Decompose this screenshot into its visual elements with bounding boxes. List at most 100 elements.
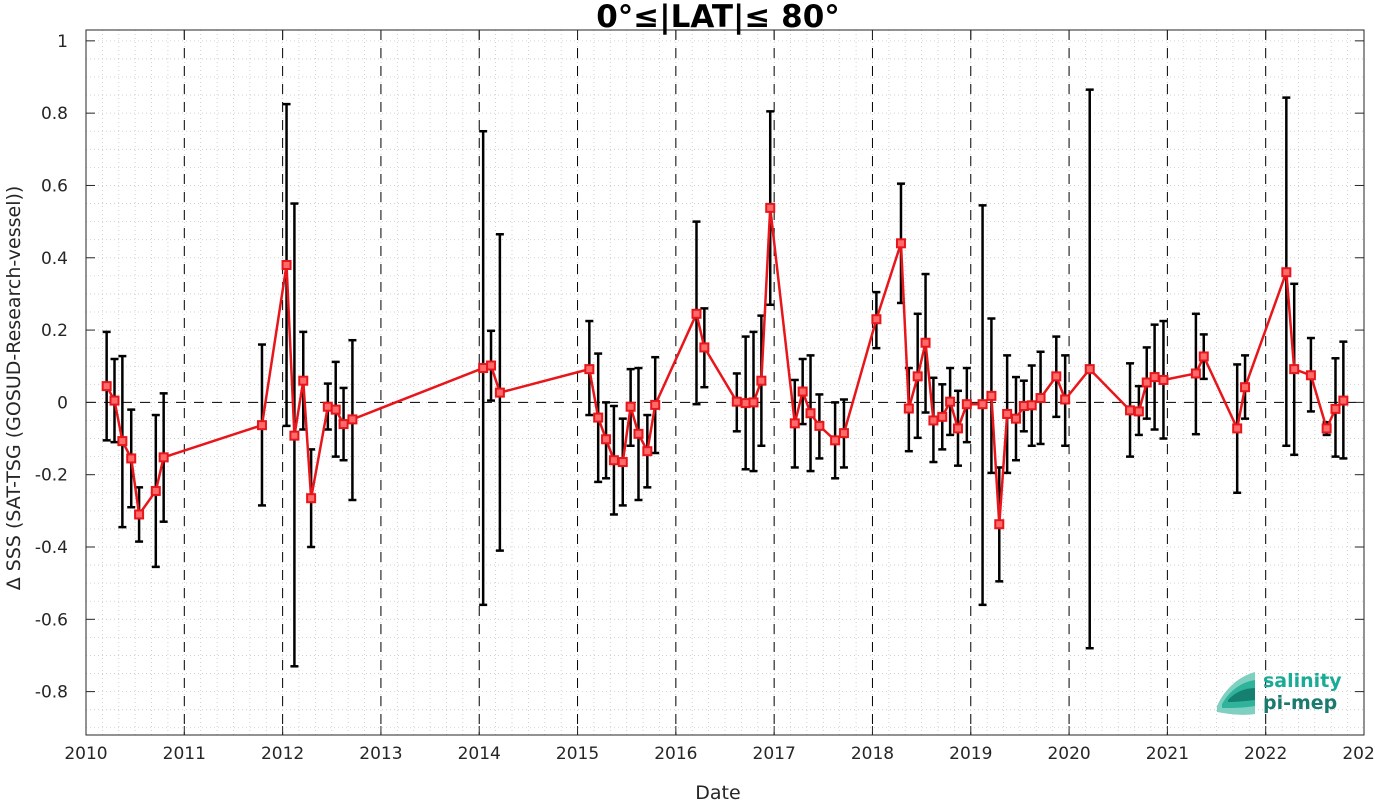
data-point bbox=[928, 415, 939, 426]
data-point bbox=[740, 398, 751, 409]
data-point bbox=[322, 401, 333, 412]
y-tick-labels: -0.8 -0.6 -0.4 -0.2 0 0.2 0.4 0.6 0.8 1 bbox=[35, 32, 68, 703]
data-point bbox=[1125, 405, 1136, 416]
x-tick-label: 2014 bbox=[458, 744, 501, 764]
data-point bbox=[1141, 377, 1152, 388]
y-tick-label: 0 bbox=[57, 393, 68, 413]
data-point bbox=[765, 202, 776, 213]
logo-wave-icon bbox=[1217, 672, 1255, 715]
x-tick-label: 2018 bbox=[851, 744, 894, 764]
data-point bbox=[330, 404, 341, 415]
data-point bbox=[150, 485, 161, 496]
x-tick-label: 2022 bbox=[1244, 744, 1287, 764]
y-tick-label: -0.4 bbox=[35, 538, 68, 558]
x-tick-label: 2013 bbox=[359, 744, 402, 764]
data-point bbox=[1133, 406, 1144, 417]
data-point bbox=[994, 519, 1005, 530]
data-point bbox=[814, 420, 825, 431]
data-point bbox=[338, 419, 349, 430]
data-point bbox=[158, 452, 169, 463]
data-point bbox=[895, 238, 906, 249]
data-point bbox=[625, 401, 636, 412]
data-point bbox=[1158, 374, 1169, 385]
data-point bbox=[347, 414, 358, 425]
plot-frame bbox=[85, 29, 1365, 736]
data-point bbox=[756, 375, 767, 386]
data-point bbox=[1035, 393, 1046, 404]
data-point bbox=[748, 397, 759, 408]
y-tick-label: -0.8 bbox=[35, 683, 68, 703]
x-tick-label: 2010 bbox=[64, 744, 107, 764]
year-separator-lines bbox=[183, 30, 1267, 735]
data-point bbox=[642, 446, 653, 457]
data-point bbox=[1240, 382, 1251, 393]
x-tick-label: 2015 bbox=[556, 744, 599, 764]
data-point bbox=[601, 434, 612, 445]
x-tick-label: 2011 bbox=[163, 744, 206, 764]
y-tick-label: -0.6 bbox=[35, 610, 68, 630]
data-point bbox=[1149, 372, 1160, 383]
data-point bbox=[977, 399, 988, 410]
salinity-pi-mep-logo: salinity pi-mep bbox=[1217, 670, 1342, 715]
logo-text-salinity: salinity bbox=[1263, 670, 1342, 692]
y-tick-label: 0.2 bbox=[41, 321, 68, 341]
data-point bbox=[952, 423, 963, 434]
data-point bbox=[699, 342, 710, 353]
data-point bbox=[126, 453, 137, 464]
data-point bbox=[134, 509, 145, 520]
data-point bbox=[1190, 368, 1201, 379]
data-point bbox=[1060, 394, 1071, 405]
data-point bbox=[838, 428, 849, 439]
data-point bbox=[1330, 403, 1341, 414]
data-point bbox=[903, 403, 914, 414]
data-point bbox=[1232, 423, 1243, 434]
data-point bbox=[306, 493, 317, 504]
x-tick-label: 2020 bbox=[1047, 744, 1090, 764]
data-point bbox=[945, 396, 956, 407]
data-point bbox=[1051, 371, 1062, 382]
data-point bbox=[871, 314, 882, 325]
x-tick-label: 2021 bbox=[1146, 744, 1189, 764]
data-point bbox=[109, 395, 120, 406]
data-point bbox=[986, 390, 997, 401]
y-tick-label: 0.8 bbox=[41, 104, 68, 124]
data-point bbox=[1198, 351, 1209, 362]
data-point bbox=[789, 418, 800, 429]
logo-text-pi-mep: pi-mep bbox=[1263, 692, 1337, 714]
data-point bbox=[1018, 401, 1029, 411]
series-markers bbox=[101, 202, 1349, 530]
data-point bbox=[1338, 395, 1349, 406]
data-point bbox=[617, 457, 628, 468]
data-point bbox=[1281, 267, 1292, 278]
data-point bbox=[298, 375, 309, 386]
x-tick-label: 2023 bbox=[1342, 744, 1375, 764]
data-point bbox=[650, 399, 661, 410]
data-point bbox=[289, 430, 300, 441]
y-axis-label: Δ SSS (SAT-TSG (GOSUD-Research-vessel)) bbox=[3, 186, 25, 591]
data-point bbox=[731, 396, 742, 407]
y-tick-label: 0.4 bbox=[41, 249, 68, 269]
data-point bbox=[117, 436, 128, 447]
data-point bbox=[1010, 413, 1021, 424]
data-point bbox=[633, 428, 644, 439]
data-point bbox=[691, 308, 702, 319]
data-point bbox=[608, 455, 619, 466]
x-tick-labels: 2010 2011 2012 2013 2014 2015 2016 2017 2018 2019… bbox=[64, 744, 1375, 764]
data-point bbox=[805, 408, 816, 419]
x-tick-label: 2019 bbox=[949, 744, 992, 764]
data-point bbox=[830, 435, 841, 446]
chart-title: 0°≤|LAT|≤ 80° bbox=[596, 0, 840, 35]
data-point bbox=[912, 371, 923, 382]
data-point bbox=[593, 412, 604, 423]
x-tick-label: 2017 bbox=[753, 744, 796, 764]
x-axis-label: Date bbox=[695, 782, 740, 801]
data-point bbox=[101, 381, 112, 392]
data-point bbox=[961, 399, 972, 410]
data-point bbox=[1084, 364, 1095, 375]
axis-ticks bbox=[85, 30, 1365, 735]
data-point bbox=[937, 411, 948, 422]
y-tick-label: 1 bbox=[57, 32, 68, 52]
data-point bbox=[1026, 400, 1037, 411]
data-point bbox=[584, 364, 595, 375]
